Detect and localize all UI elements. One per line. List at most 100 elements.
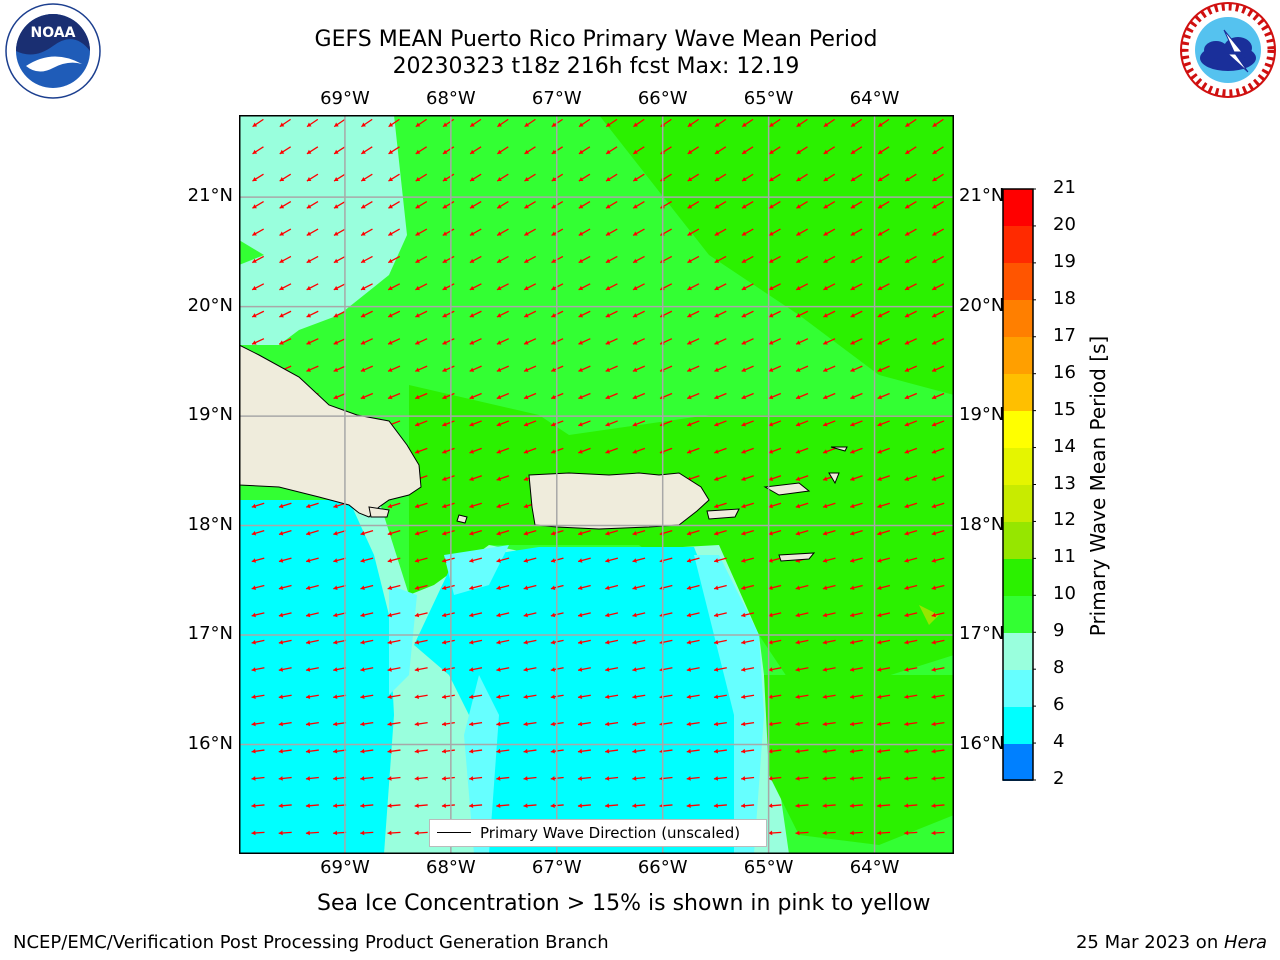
wave-arrow [931, 694, 945, 700]
wave-arrow [822, 392, 836, 400]
wave-arrow [251, 667, 265, 672]
wave-arrow [741, 639, 755, 645]
wave-arrow [442, 201, 455, 209]
wave-arrow [360, 228, 373, 236]
wave-arrow [931, 639, 945, 645]
wave-arrow [741, 584, 755, 590]
wave-arrow [251, 830, 265, 836]
wave-arrow [823, 146, 836, 155]
wave-arrow [822, 447, 836, 454]
land-areas [239, 344, 848, 562]
wave-arrow [523, 721, 537, 727]
wave-arrow [796, 201, 808, 209]
wave-arrow [714, 228, 727, 236]
wave-arrow [822, 502, 836, 509]
wave-arrow [904, 694, 918, 700]
wave-arrow [441, 803, 455, 809]
wave-arrow [877, 283, 890, 291]
wave-arrow [524, 173, 536, 182]
wave-arrow [686, 447, 700, 454]
wave-arrow [251, 310, 265, 318]
wave-arrow [578, 228, 591, 236]
wave-arrow [931, 392, 945, 400]
colorbar-tick-label: 20 [1053, 213, 1076, 235]
wave-arrow [415, 146, 428, 155]
wave-arrow [795, 502, 809, 509]
wave-arrow [360, 830, 374, 836]
wave-arrow [305, 721, 319, 727]
wave-arrow [931, 475, 945, 481]
wave-arrow [904, 584, 918, 590]
colorbar-segment [1003, 189, 1033, 227]
wave-arrow [714, 283, 727, 291]
wave-arrow [523, 365, 537, 372]
wave-arrow [251, 557, 265, 563]
wave-arrow [605, 694, 619, 700]
wave-arrow [251, 776, 265, 781]
wave-arrow [305, 639, 319, 645]
wave-arrow [360, 776, 374, 781]
wave-arrow [414, 420, 428, 427]
wave-arrow [741, 255, 754, 264]
wave-arrow [931, 530, 945, 536]
wave-arrow [931, 283, 945, 291]
wave-arrow [414, 530, 428, 536]
lat-label-right: 20°N [959, 294, 1005, 316]
wave-arrow [877, 338, 890, 345]
wave-arrow [278, 557, 292, 563]
wave-arrow [632, 201, 645, 209]
wave-arrow [387, 584, 401, 590]
legend-label: Primary Wave Direction (unscaled) [480, 824, 741, 842]
wave-arrow [387, 310, 401, 318]
wave-arrow [849, 557, 863, 563]
wave-arrow [279, 283, 292, 291]
wave-arrow [822, 612, 836, 618]
wave-arrow [877, 365, 890, 372]
wave-arrow [305, 803, 319, 809]
wave-arrow [768, 721, 782, 727]
wave-arrow [605, 228, 618, 236]
wave-arrow [388, 146, 400, 155]
wave-arrow [850, 420, 863, 427]
wave-arrow [795, 530, 809, 536]
wave-arrow [713, 530, 727, 536]
wave-arrow [605, 612, 619, 618]
colorbar-tick-label: 21 [1053, 177, 1076, 198]
wave-arrow [795, 392, 809, 400]
colorbar-segment [1003, 485, 1033, 523]
lat-lon-gridlines [239, 115, 954, 854]
wave-arrow [796, 228, 808, 236]
wave-arrow [768, 365, 782, 372]
colorbar-segment [1003, 300, 1033, 338]
wave-arrow [306, 365, 319, 372]
wave-arrow [252, 173, 264, 182]
lat-label-right: 18°N [959, 513, 1005, 535]
wave-arrow [850, 392, 863, 400]
wave-arrow [713, 584, 727, 590]
wave-arrow [795, 447, 809, 454]
wave-arrow [333, 803, 347, 809]
wave-arrow [686, 612, 700, 618]
colorbar-label: Primary Wave Mean Period [s] [1086, 335, 1110, 637]
wave-arrow [931, 667, 945, 672]
wave-arrow [387, 694, 401, 700]
wave-arrow [768, 803, 782, 809]
wave-arrow [714, 392, 727, 400]
wave-arrow [523, 420, 537, 427]
wave-arrow [931, 776, 945, 781]
colorbar-tick-label: 12 [1053, 509, 1076, 531]
wave-arrow [687, 310, 700, 318]
wave-arrow [387, 639, 401, 645]
wave-arrow [578, 392, 591, 400]
wave-arrow [496, 776, 510, 781]
wave-arrow [931, 748, 945, 754]
wave-arrow [931, 502, 945, 509]
wave-arrow [796, 118, 808, 128]
wave-arrow [333, 146, 346, 155]
wave-arrow [713, 803, 727, 809]
map-plot [239, 115, 954, 854]
wave-arrow [931, 803, 945, 809]
lat-label-left: 17°N [187, 623, 233, 645]
wave-arrow [686, 584, 700, 590]
wave-arrow [877, 748, 891, 754]
